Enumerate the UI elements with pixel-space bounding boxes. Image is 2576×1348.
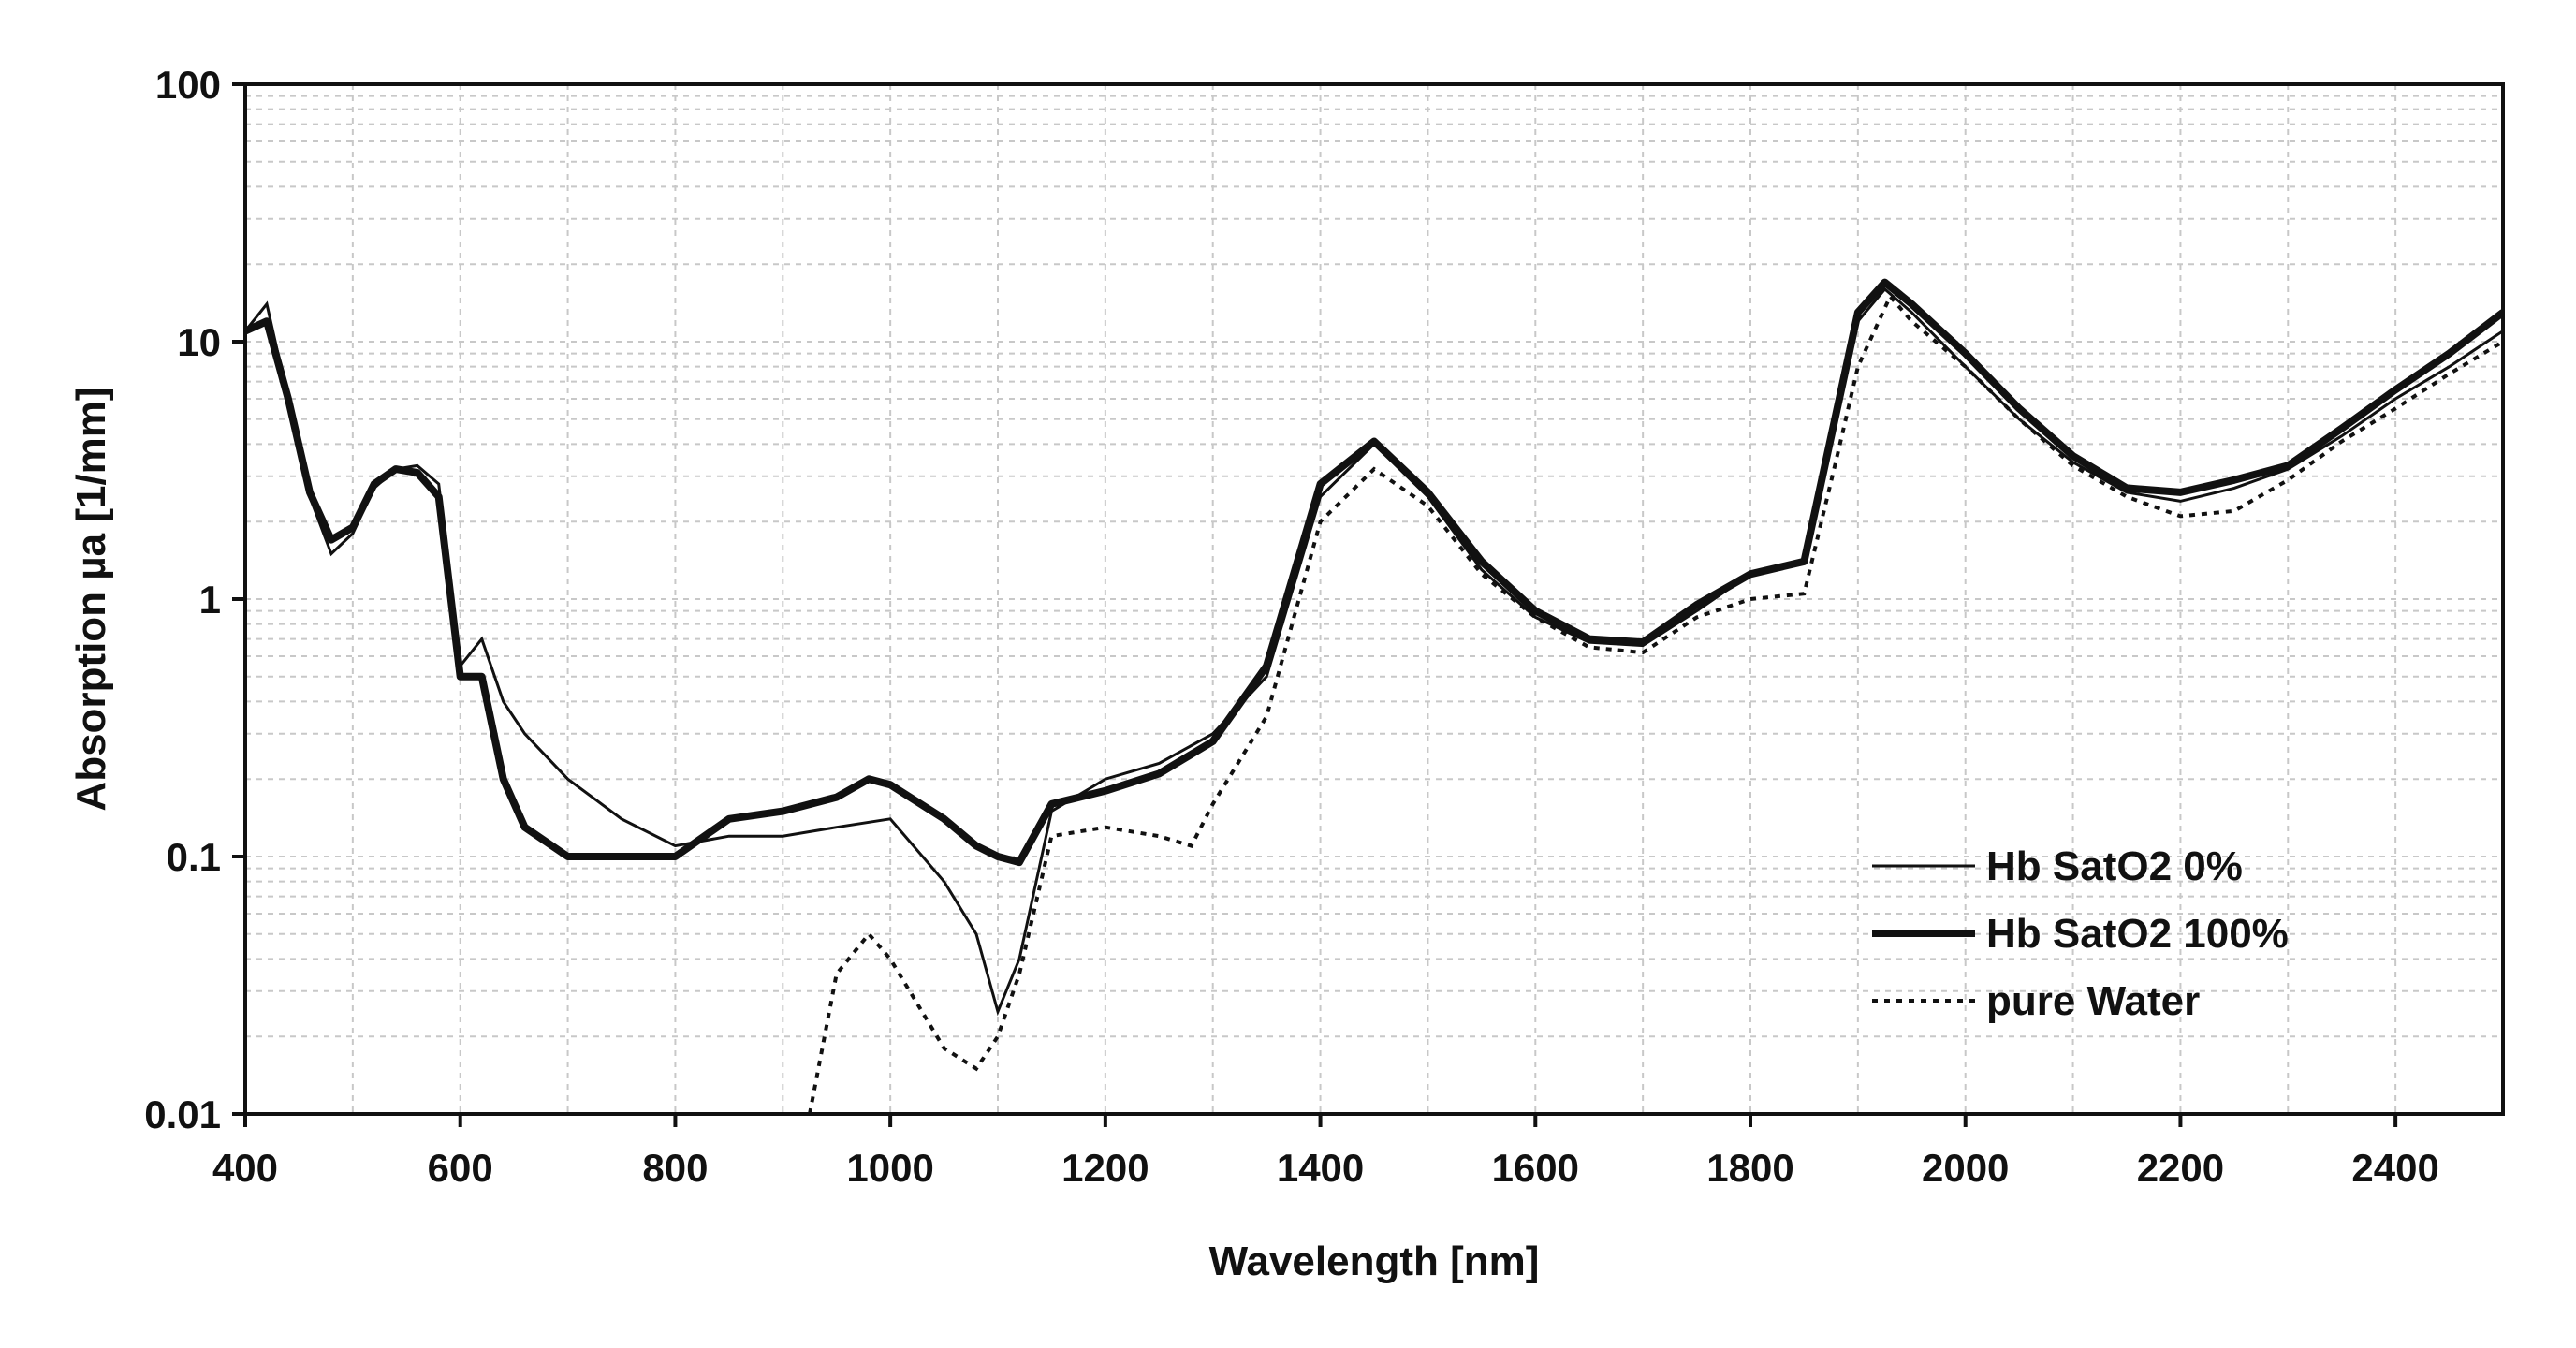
y-tick-label: 0.01 [144,1092,221,1136]
x-tick-label: 2200 [2137,1146,2224,1190]
axis-ticks: 400 600 800 1000 1200 1400 1600 1800 2000 2200 240… [144,63,2439,1190]
x-tick-label: 1800 [1706,1146,1793,1190]
legend-label: Hb SatO2 100% [1986,911,2289,957]
x-axis-title: Wavelength [nm] [1209,1238,1540,1284]
legend: Hb SatO2 0% Hb SatO2 100% pure Water [1872,843,2289,1024]
y-tick-label: 0.1 [167,835,221,879]
x-tick-label: 1200 [1061,1146,1149,1190]
x-tick-label: 2000 [1922,1146,2009,1190]
y-axis-title: Absorption µa [1/mm] [68,387,114,811]
legend-label: Hb SatO2 0% [1986,843,2243,889]
y-tick-label: 1 [199,578,221,622]
series-line-pure-water [808,292,2503,1114]
y-tick-label: 10 [177,320,221,364]
series-line-hb-sato2-100- [245,278,2503,867]
x-tick-label: 1600 [1492,1146,1579,1190]
series-line-hb-sato2-0- [245,286,2503,1017]
x-tick-label: 1000 [846,1146,933,1190]
x-tick-label: 1400 [1277,1146,1364,1190]
x-tick-label: 2400 [2351,1146,2438,1190]
series-lines [245,278,2503,1114]
x-tick-label: 600 [428,1146,493,1190]
x-tick-label: 400 [212,1146,278,1190]
x-tick-label: 800 [642,1146,708,1190]
grid-lines [245,84,2503,1114]
legend-label: pure Water [1986,978,2200,1024]
y-tick-label: 100 [155,63,221,107]
